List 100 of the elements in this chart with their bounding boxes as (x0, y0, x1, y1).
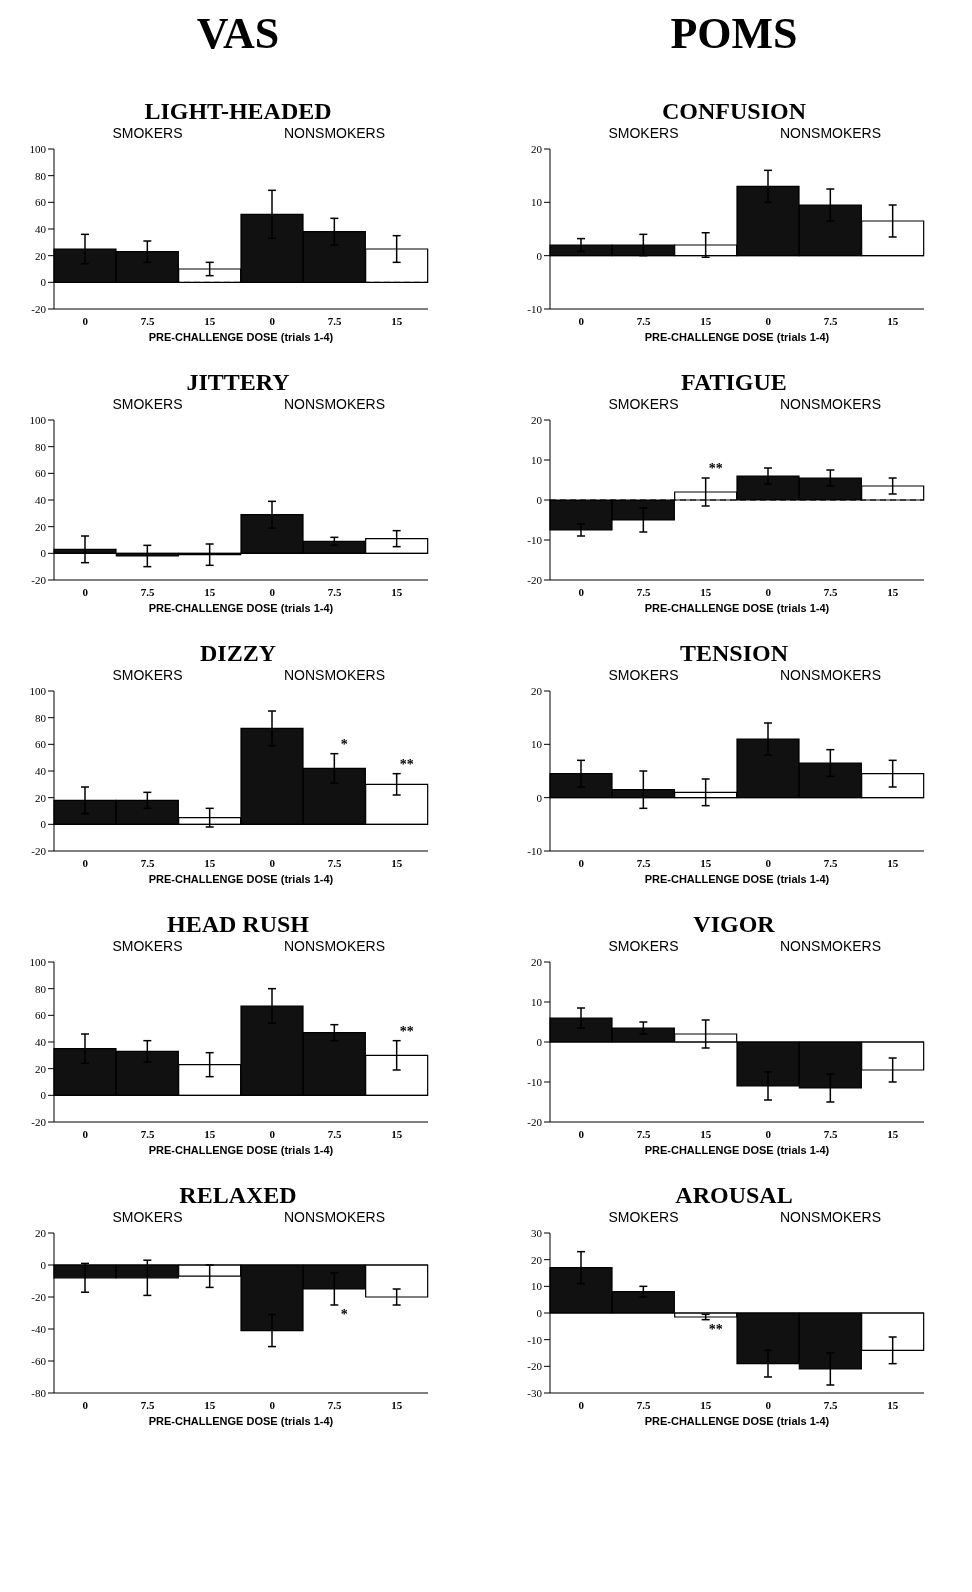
x-tick-label: 0 (82, 856, 89, 869)
x-tick-label: 7.5 (140, 1398, 155, 1411)
x-tick-label: 0 (82, 1127, 89, 1140)
text: NONSMOKERS (282, 1209, 387, 1225)
y-tick-label: -30 (527, 1386, 543, 1399)
data-label: ** (708, 461, 723, 476)
y-tick-label: 0 (40, 1258, 47, 1271)
text: NONSMOKERS (282, 938, 387, 954)
chart-title: CONFUSION (661, 98, 807, 125)
y-tick-label: 20 (35, 1226, 47, 1239)
y-tick-label: 20 (35, 249, 47, 262)
x-axis-title: PRE-CHALLENGE DOSE (trials 1-4) (643, 1415, 831, 1427)
y-tick-label: 20 (35, 520, 47, 533)
y-tick-label: -40 (31, 1322, 47, 1335)
x-tick-label: 0 (269, 856, 276, 869)
y-tick-label: -10 (527, 302, 543, 315)
y-tick-label: -10 (527, 533, 543, 546)
text: SMOKERS (111, 1209, 184, 1225)
x-tick-label: 15 (700, 1127, 712, 1140)
x-tick-label: 15 (887, 314, 899, 327)
y-tick-label: 10 (531, 995, 543, 1008)
y-tick-label: -20 (31, 1290, 47, 1303)
y-tick-label: -10 (527, 1075, 543, 1088)
x-tick-label: 7.5 (327, 585, 342, 598)
y-tick-label: 20 (531, 684, 543, 697)
y-tick-label: 100 (29, 413, 47, 426)
y-tick-label: 0 (536, 1035, 543, 1048)
x-tick-label: 0 (269, 585, 276, 598)
x-axis-title: PRE-CHALLENGE DOSE (trials 1-4) (643, 331, 831, 343)
y-tick-label: 0 (40, 818, 47, 831)
y-tick-label: -20 (527, 1360, 543, 1373)
x-tick-label: 0 (269, 1398, 276, 1411)
y-tick-label: -10 (527, 1333, 543, 1346)
text: SMOKERS (607, 938, 680, 954)
x-axis-title: PRE-CHALLENGE DOSE (trials 1-4) (147, 1144, 335, 1156)
x-tick-label: 15 (204, 314, 216, 327)
y-tick-label: 60 (35, 738, 47, 751)
y-tick-label: -20 (527, 573, 543, 586)
x-tick-label: 0 (765, 1398, 772, 1411)
y-tick-label: 20 (531, 1253, 543, 1266)
y-tick-label: 0 (40, 276, 47, 289)
x-tick-label: 15 (887, 1127, 899, 1140)
y-tick-label: -20 (31, 844, 47, 857)
x-tick-label: 7.5 (140, 314, 155, 327)
x-axis-title: PRE-CHALLENGE DOSE (trials 1-4) (147, 873, 335, 885)
x-tick-label: 0 (269, 1127, 276, 1140)
x-axis-title: PRE-CHALLENGE DOSE (trials 1-4) (147, 331, 335, 343)
data-label: * (340, 1307, 348, 1322)
x-tick-label: 15 (391, 856, 403, 869)
x-tick-label: 0 (578, 1398, 585, 1411)
x-axis-title: PRE-CHALLENGE DOSE (trials 1-4) (643, 602, 831, 614)
text: SMOKERS (111, 396, 184, 412)
x-tick-label: 0 (765, 585, 772, 598)
y-tick-label: 10 (531, 453, 543, 466)
x-tick-label: 15 (391, 585, 403, 598)
x-tick-label: 15 (700, 585, 712, 598)
y-tick-label: -10 (527, 844, 543, 857)
x-tick-label: 7.5 (823, 314, 838, 327)
text: SMOKERS (607, 1209, 680, 1225)
x-tick-label: 0 (82, 314, 89, 327)
x-tick-label: 7.5 (140, 1127, 155, 1140)
x-tick-label: 15 (204, 856, 216, 869)
x-tick-label: 7.5 (823, 1398, 838, 1411)
y-tick-label: 20 (531, 955, 543, 968)
y-tick-label: 0 (536, 249, 543, 262)
y-tick-label: 80 (35, 711, 47, 724)
x-tick-label: 0 (765, 1127, 772, 1140)
x-tick-label: 7.5 (636, 314, 651, 327)
y-tick-label: 20 (531, 142, 543, 155)
x-tick-label: 7.5 (823, 585, 838, 598)
chart-title: HEAD RUSH (166, 911, 310, 938)
y-tick-label: 60 (35, 196, 47, 209)
y-tick-label: -80 (31, 1386, 47, 1399)
x-tick-label: 7.5 (327, 1127, 342, 1140)
y-tick-label: 0 (536, 791, 543, 804)
y-tick-label: -20 (31, 302, 47, 315)
y-tick-label: 100 (29, 955, 47, 968)
y-tick-label: 40 (35, 764, 47, 777)
y-tick-label: 100 (29, 684, 47, 697)
y-tick-label: -20 (527, 1115, 543, 1128)
text: NONSMOKERS (778, 667, 883, 683)
x-tick-label: 0 (269, 314, 276, 327)
x-tick-label: 7.5 (636, 585, 651, 598)
text: SMOKERS (607, 125, 680, 141)
y-tick-label: 0 (40, 1089, 47, 1102)
y-tick-label: 100 (29, 142, 47, 155)
text: SMOKERS (111, 125, 184, 141)
x-tick-label: 7.5 (823, 1127, 838, 1140)
x-tick-label: 7.5 (327, 1398, 342, 1411)
chart-title: JITTERY (185, 369, 291, 396)
y-tick-label: 40 (35, 222, 47, 235)
x-tick-label: 7.5 (140, 856, 155, 869)
x-tick-label: 7.5 (140, 585, 155, 598)
text: NONSMOKERS (778, 125, 883, 141)
y-tick-label: 60 (35, 1009, 47, 1022)
x-tick-label: 7.5 (823, 856, 838, 869)
x-tick-label: 0 (578, 856, 585, 869)
x-tick-label: 15 (700, 1398, 712, 1411)
text: SMOKERS (111, 938, 184, 954)
text: NONSMOKERS (778, 938, 883, 954)
